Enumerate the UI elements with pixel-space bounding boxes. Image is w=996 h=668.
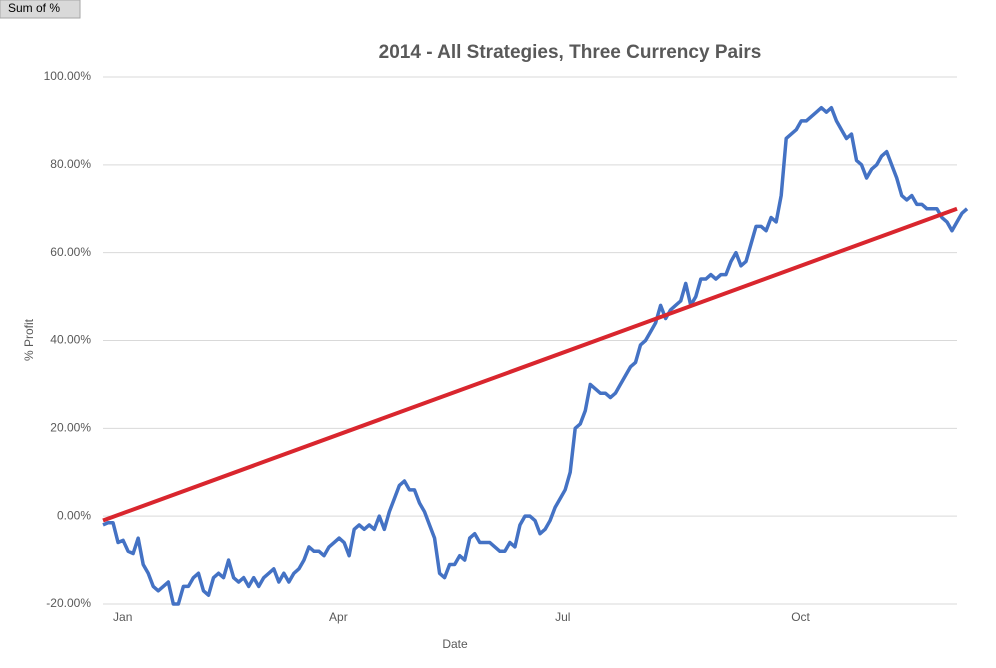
x-tick-label: Apr — [329, 610, 348, 624]
field-button-label[interactable]: Sum of % — [8, 1, 60, 15]
chart-title: 2014 - All Strategies, Three Currency Pa… — [379, 42, 762, 63]
y-tick-label: 0.00% — [57, 508, 91, 522]
x-tick-label: Jul — [555, 610, 570, 624]
trendline — [102, 206, 958, 523]
y-tick-label: 20.00% — [50, 421, 91, 435]
y-tick-label: 60.00% — [50, 245, 91, 259]
x-axis-title: Date — [442, 637, 468, 651]
y-tick-label: 80.00% — [50, 157, 91, 171]
y-tick-label: -20.00% — [46, 596, 91, 610]
y-tick-label: 40.00% — [50, 333, 91, 347]
data-line — [102, 105, 969, 606]
x-tick-label: Oct — [791, 610, 810, 624]
y-tick-label: 100.00% — [44, 69, 92, 83]
field-button[interactable] — [0, 0, 81, 19]
y-axis-title: % Profit — [22, 318, 36, 361]
x-tick-label: Jan — [113, 610, 132, 624]
